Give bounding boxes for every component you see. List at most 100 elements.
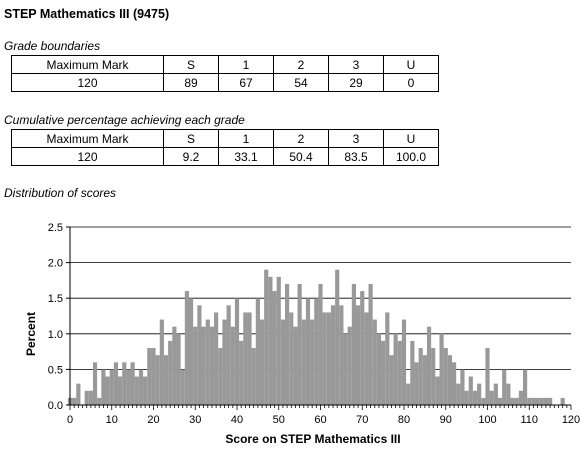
bar [460,369,465,405]
bar [122,362,127,405]
bar [138,369,144,405]
bar [330,305,336,405]
bar [560,397,565,405]
bar [522,369,528,405]
value-cell: 89 [163,73,219,92]
cumulative-table: Maximum Mark S 1 2 3 U 120 9.2 33.1 50.4… [11,129,439,166]
bar [301,319,306,405]
x-ticks: 0 10 20 30 40 50 60 70 80 90 100 110 120 [67,405,580,426]
x-tick-label: 80 [398,414,410,426]
value-cell: 9.2 [163,147,219,166]
bar [468,376,473,405]
bar [264,269,269,405]
bar [397,340,402,405]
bar [143,376,148,405]
bar [531,397,536,405]
bar [376,333,382,405]
bar [193,326,198,405]
header-cell: 1 [218,55,274,74]
bar [251,348,256,405]
x-tick-label: 120 [562,414,580,426]
x-tick-label: 70 [356,414,368,426]
bar [113,362,119,405]
bar [239,340,244,405]
bar [548,397,553,405]
value-cell: 50.4 [273,147,329,166]
bar [443,348,448,405]
bar [297,283,302,405]
header-cell: Maximum Mark [11,129,164,148]
bar [176,333,181,405]
header-cell: S [163,55,219,74]
bar [88,390,93,405]
table-row: 120 89 67 54 29 0 [11,73,439,92]
bar [435,376,440,405]
y-tick-label: 1.5 [48,293,63,305]
bar [343,333,348,405]
bar [293,326,298,405]
x-tick-label: 100 [478,414,496,426]
bar [310,319,315,405]
bar [381,340,386,405]
bar [485,348,490,405]
table-row: 120 9.2 33.1 50.4 83.5 100.0 [11,147,439,166]
bar [447,355,453,405]
bar [518,390,523,405]
bar [364,312,369,405]
y-tick-label: 1.0 [48,329,63,341]
bar [76,383,81,405]
bar [339,305,344,405]
bar [268,276,273,405]
bar [243,312,248,405]
bar [543,397,549,405]
y-tick-label: 2.0 [48,258,63,270]
header-cell: U [383,129,439,148]
bar [280,319,286,405]
bar [406,383,411,405]
x-tick-label: 10 [106,414,118,426]
bar [326,312,331,405]
bar [456,383,461,405]
bar [276,276,281,405]
bar [151,348,156,405]
bar [147,348,152,405]
bar [506,383,511,405]
x-tick-label: 50 [273,414,285,426]
bar [188,298,194,405]
bar [514,397,519,405]
bar [527,397,532,405]
bar [452,362,457,405]
y-axis-label: Percent [24,312,38,356]
bars [67,269,565,405]
bar [502,369,507,405]
bar [172,326,177,405]
bar [305,298,311,405]
header-cell: 3 [328,129,384,148]
value-cell: 120 [11,147,164,166]
score-distribution-chart: 0.0 0.5 1.0 1.5 2.0 2.5 0 10 20 30 40 50 60 70 80 90 10… [24,222,580,446]
bar [226,305,231,405]
header-cell: 2 [273,55,329,74]
bar [84,390,89,405]
value-cell: 100.0 [383,147,439,166]
bar [322,312,327,405]
bar [159,319,164,405]
bar [510,397,515,405]
value-cell: 33.1 [218,147,274,166]
bar [335,269,340,405]
bar [197,305,202,405]
page-title: STEP Mathematics III (9475) [4,7,170,21]
bar [477,383,482,405]
x-axis-label: Score on STEP Mathematics III [225,432,400,446]
bar [155,355,160,405]
bar [439,333,444,405]
header-cell: S [163,129,219,148]
bar [126,369,131,405]
bar [218,348,223,405]
bar [97,397,102,405]
bar [259,319,265,405]
bar [314,298,319,405]
header-cell: Maximum Mark [11,55,164,74]
y-tick-label: 0.5 [48,364,63,376]
bar [497,397,503,405]
